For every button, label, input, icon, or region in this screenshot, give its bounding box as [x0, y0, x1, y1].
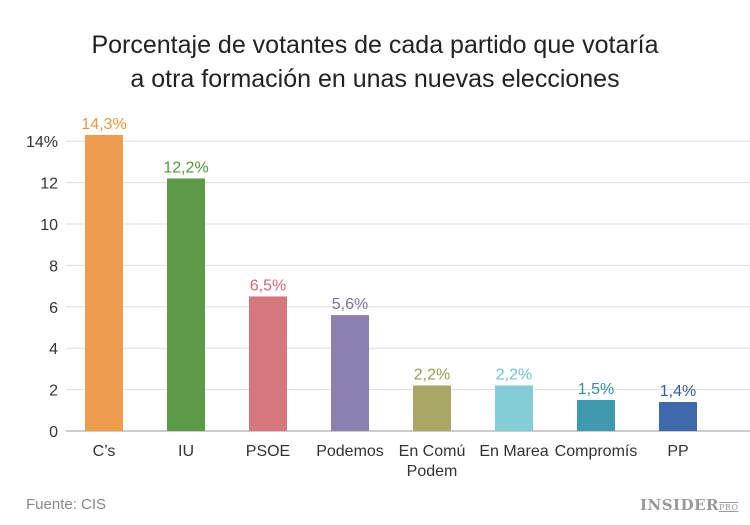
insider-logo: INSIDERPRO	[640, 496, 738, 514]
y-tick-label: 8	[49, 258, 58, 275]
bar	[495, 385, 533, 431]
logo-sub: PRO	[718, 503, 739, 512]
y-tick-label: 6	[49, 300, 58, 317]
title-line-1: Porcentaje de votantes de cada partido q…	[91, 31, 659, 59]
bar	[85, 134, 123, 432]
data-label: 12,2%	[163, 159, 208, 176]
x-tick-label: En Comú	[399, 443, 466, 460]
data-label: 14,3%	[81, 116, 126, 133]
bar	[331, 315, 369, 431]
data-label: 2,2%	[496, 366, 532, 383]
bar	[659, 402, 697, 431]
x-tick-label: IU	[178, 443, 194, 460]
x-tick-label: Compromís	[555, 443, 638, 460]
x-tick-label: Podem	[407, 463, 458, 480]
y-tick-label: 10	[40, 217, 58, 234]
bar	[167, 178, 205, 431]
bar	[413, 385, 451, 431]
y-tick-label: 4	[49, 341, 58, 358]
data-label: 5,6%	[332, 296, 368, 313]
x-tick-label: PP	[667, 443, 688, 460]
y-tick-label: 12	[40, 176, 58, 193]
x-tick-label: PSOE	[246, 443, 290, 460]
y-tick-label: 14%	[26, 134, 58, 151]
chart-title: Porcentaje de votantes de cada partido q…	[0, 28, 750, 96]
bar	[577, 399, 615, 431]
bar	[249, 296, 287, 431]
data-label: 1,5%	[578, 381, 614, 398]
x-tick-label: Podemos	[316, 443, 384, 460]
x-tick-label: En Marea	[479, 443, 548, 460]
y-tick-label: 0	[49, 424, 58, 441]
logo-text: INSIDER	[640, 496, 719, 514]
title-line-2: a otra formación en unas nuevas eleccion…	[130, 65, 620, 93]
source-note: Fuente: CIS	[26, 496, 107, 513]
y-tick-label: 2	[49, 383, 58, 400]
data-label: 6,5%	[250, 277, 286, 294]
data-label: 2,2%	[414, 366, 450, 383]
data-label: 1,4%	[660, 383, 696, 400]
x-tick-label: C’s	[93, 443, 116, 460]
